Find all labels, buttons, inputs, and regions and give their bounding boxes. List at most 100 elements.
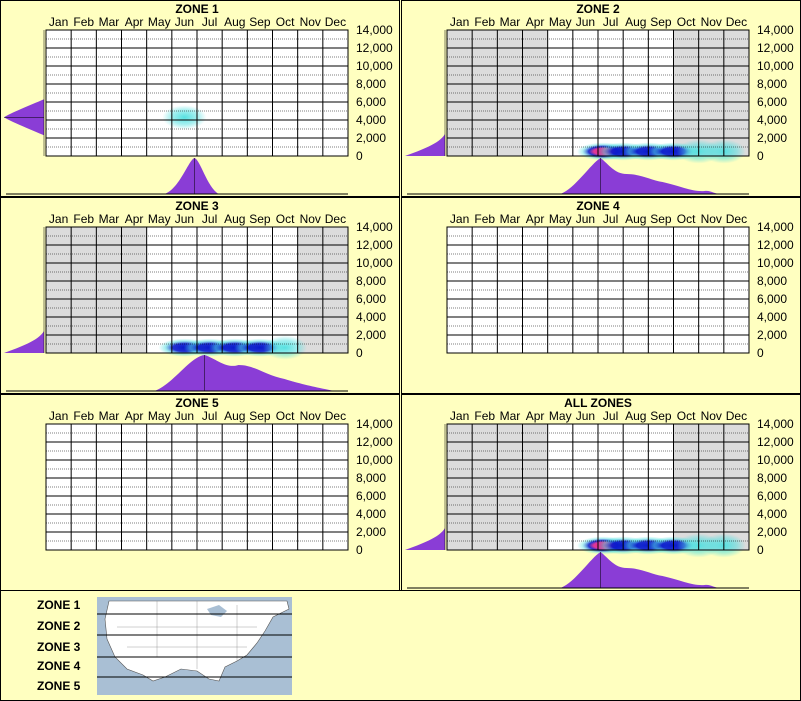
elevation-tick-label: 4,000 — [356, 507, 386, 521]
elevation-tick-label: 14,000 — [356, 417, 393, 431]
legend-zone-4-label: ZONE 4 — [37, 659, 81, 673]
legend-zone-5-label: ZONE 5 — [37, 679, 81, 693]
month-tick-label: Jul — [603, 409, 618, 423]
chart-title: ALL ZONES — [564, 396, 632, 410]
legend-zone-2-label: ZONE 2 — [37, 619, 81, 633]
month-tick-label: Sep — [249, 212, 271, 226]
month-tick-label: May — [549, 212, 572, 226]
elevation-tick-label: 14,000 — [356, 220, 393, 234]
month-tick-label: Apr — [125, 212, 144, 226]
month-tick-label: Apr — [526, 212, 545, 226]
us-zone-map — [97, 597, 292, 695]
month-tick-label: Aug — [224, 15, 245, 29]
month-tick-label: Feb — [474, 409, 495, 423]
shaded-month-column — [723, 424, 749, 550]
month-tick-label: Jan — [49, 212, 68, 226]
elevation-tick-label: 10,000 — [757, 453, 794, 467]
elevation-density-curve — [4, 331, 44, 353]
month-tick-label: Nov — [701, 15, 722, 29]
month-tick-label: May — [148, 212, 171, 226]
elevation-tick-label: 8,000 — [356, 274, 386, 288]
month-tick-label: Dec — [726, 15, 747, 29]
month-tick-label: Mar — [99, 409, 120, 423]
month-tick-label: Jan — [450, 409, 469, 423]
chart-title: ZONE 2 — [576, 2, 620, 16]
elevation-tick-label: 12,000 — [757, 435, 794, 449]
elevation-tick-label: 14,000 — [757, 220, 794, 234]
month-tick-label: Jan — [49, 15, 68, 29]
elevation-tick-label: 12,000 — [356, 435, 393, 449]
elevation-tick-label: 2,000 — [757, 525, 787, 539]
elevation-tick-label: 0 — [356, 346, 363, 360]
plot-border — [446, 29, 750, 157]
month-tick-label: Aug — [625, 212, 646, 226]
month-tick-label: Sep — [650, 15, 672, 29]
month-tick-label: Jul — [202, 409, 217, 423]
elevation-tick-label: 14,000 — [757, 417, 794, 431]
zone-chart-panel: ZONE 5 Jan Feb Mar Apr May Jun Jul Aug Sep Oct Nov D… — [0, 394, 400, 590]
month-tick-label: Jul — [603, 212, 618, 226]
elevation-tick-label: 0 — [356, 543, 363, 557]
month-tick-label: Sep — [249, 15, 271, 29]
elevation-tick-label: 6,000 — [356, 95, 386, 109]
month-tick-label: Feb — [474, 212, 495, 226]
legend-zone-3-label: ZONE 3 — [37, 640, 81, 654]
month-tick-label: Feb — [73, 409, 94, 423]
elevation-tick-label: 8,000 — [757, 471, 787, 485]
elevation-tick-label: 2,000 — [356, 131, 386, 145]
month-tick-label: Feb — [474, 15, 495, 29]
elevation-tick-label: 4,000 — [356, 310, 386, 324]
plot-border — [45, 29, 349, 157]
month-tick-label: Jun — [576, 212, 595, 226]
elevation-tick-label: 6,000 — [757, 489, 787, 503]
zone-chart-panel: ZONE 2 Jan Feb Mar Apr May Jun Jul Aug Sep Oct Nov D… — [401, 0, 801, 197]
month-tick-label: Mar — [500, 409, 521, 423]
chart-title: ZONE 5 — [175, 396, 219, 410]
elevation-tick-label: 12,000 — [757, 41, 794, 55]
elevation-tick-label: 2,000 — [356, 328, 386, 342]
month-tick-label: Jan — [450, 15, 469, 29]
month-tick-label: Jun — [175, 409, 194, 423]
month-tick-label: Jun — [175, 15, 194, 29]
elevation-tick-label: 2,000 — [757, 131, 787, 145]
month-tick-label: Dec — [325, 409, 346, 423]
month-tick-label: Jun — [576, 409, 595, 423]
heat-spot — [263, 335, 308, 360]
elevation-tick-label: 6,000 — [356, 489, 386, 503]
elevation-tick-label: 0 — [757, 543, 764, 557]
heat-spot — [162, 105, 207, 130]
month-tick-label: Oct — [677, 212, 696, 226]
month-tick-label: May — [549, 409, 572, 423]
elevation-tick-label: 6,000 — [757, 292, 787, 306]
elevation-density-curve — [405, 528, 445, 550]
month-tick-label: May — [148, 15, 171, 29]
month-tick-label: Mar — [500, 212, 521, 226]
zone-chart-panel: ALL ZONES Jan Feb Mar Apr May Jun Jul Aug Sep Oct N… — [401, 394, 801, 590]
chart-title: ZONE 1 — [175, 2, 219, 16]
elevation-tick-label: 2,000 — [356, 525, 386, 539]
month-tick-label: Oct — [276, 212, 295, 226]
month-tick-label: Mar — [99, 15, 120, 29]
month-tick-label: Apr — [125, 15, 144, 29]
elevation-density-curve — [405, 134, 445, 156]
elevation-tick-label: 4,000 — [757, 310, 787, 324]
month-tick-label: Jan — [49, 409, 68, 423]
plot-border — [45, 423, 349, 551]
elevation-tick-label: 12,000 — [356, 41, 393, 55]
elevation-tick-label: 4,000 — [757, 113, 787, 127]
elevation-tick-label: 10,000 — [757, 256, 794, 270]
month-tick-label: Jul — [202, 15, 217, 29]
elevation-tick-label: 8,000 — [356, 471, 386, 485]
month-tick-label: Jul — [202, 212, 217, 226]
legend-zone-1-label: ZONE 1 — [37, 598, 81, 612]
month-tick-label: Nov — [300, 212, 321, 226]
elevation-tick-label: 8,000 — [757, 274, 787, 288]
month-tick-label: Oct — [276, 15, 295, 29]
month-tick-label: Oct — [677, 15, 696, 29]
elevation-tick-label: 10,000 — [356, 256, 393, 270]
month-tick-label: Sep — [650, 409, 672, 423]
month-tick-label: Nov — [300, 15, 321, 29]
elevation-tick-label: 2,000 — [757, 328, 787, 342]
zone-legend: ZONE 1 ZONE 2 ZONE 3 ZONE 4 ZONE 5 — [0, 590, 801, 701]
elevation-tick-label: 12,000 — [757, 238, 794, 252]
